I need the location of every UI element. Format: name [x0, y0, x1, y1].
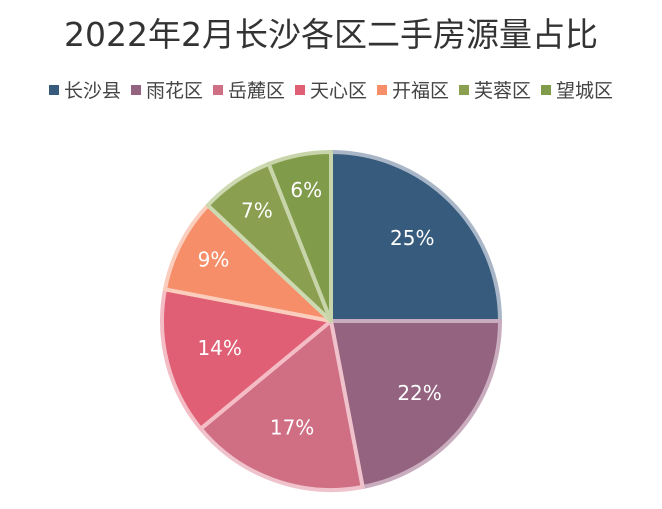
slice-data-label: 14%	[197, 336, 241, 360]
pie-slice	[329, 319, 502, 490]
legend-item: 开福区	[377, 76, 449, 103]
legend-item: 雨花区	[130, 76, 203, 103]
legend-swatch	[212, 84, 223, 95]
slice-data-label: 6%	[290, 178, 322, 202]
chart-title: 2022年2月长沙各区二手房源量占比	[64, 15, 598, 54]
legend-label: 望城区	[556, 80, 614, 102]
legend-swatch	[541, 84, 552, 95]
slice-data-label: 7%	[241, 198, 273, 222]
legend-swatch	[48, 84, 59, 95]
legend-label: 开福区	[392, 80, 450, 102]
pie-slice	[198, 319, 365, 492]
slice-data-label: 9%	[198, 248, 230, 272]
legend-item: 望城区	[541, 76, 613, 103]
legend-label: 芙蓉区	[474, 80, 532, 102]
pie-slice	[329, 150, 502, 323]
slice-data-label: 22%	[397, 381, 441, 405]
slice-data-label: 25%	[390, 226, 434, 250]
legend-item: 长沙县	[48, 76, 121, 103]
legend-swatch	[294, 84, 305, 95]
legend-label: 岳麓区	[227, 80, 285, 102]
legend-item: 岳麓区	[212, 76, 285, 103]
pie-slice	[266, 150, 333, 323]
legend: 长沙县 雨花区 岳麓区 天心区 开福区 芙蓉区 望城区	[0, 76, 662, 103]
legend-label: 天心区	[309, 80, 367, 102]
legend-swatch	[459, 84, 470, 95]
legend-item: 天心区	[294, 76, 367, 103]
legend-label: 雨花区	[145, 80, 203, 102]
pie-slice	[160, 287, 333, 431]
legend-item: 芙蓉区	[459, 76, 531, 103]
legend-label: 长沙县	[63, 80, 121, 102]
legend-swatch	[130, 84, 141, 95]
legend-swatch	[377, 84, 387, 95]
slice-data-label: 17%	[270, 416, 314, 440]
